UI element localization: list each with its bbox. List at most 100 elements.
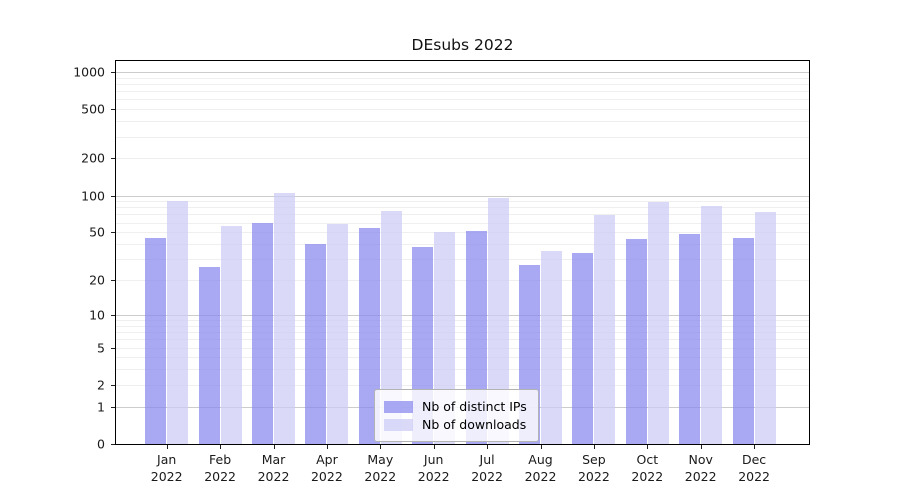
minor-gridline [116,244,809,245]
bar-distinct-ips-apr [305,244,327,444]
x-tick-mark [593,445,595,449]
y-tick-label: 5 [97,340,105,355]
y-tick-label: 500 [81,101,105,117]
minor-gridline [116,280,809,281]
x-tick-year: 2022 [364,469,397,484]
bar-downloads-sep [594,215,616,444]
bar-distinct-ips-nov [679,234,701,444]
major-gridline [116,195,809,197]
minor-gridline [116,222,809,224]
downloads-legend-swatch [384,418,413,431]
minor-gridline [116,91,809,93]
minor-gridline [116,83,809,85]
x-tick-mark [220,445,222,449]
minor-gridline [116,109,809,111]
x-tick-mark [433,445,435,449]
x-tick-year: 2022 [738,469,770,484]
x-tick-month: Jan [157,452,177,467]
x-tick-label-sep: Sep 2022 [552,451,636,485]
x-tick-year: 2022 [577,469,610,484]
minor-gridline [116,339,809,341]
bar-downloads-nov [701,206,723,444]
bar-downloads-feb [220,226,242,444]
x-tick-month: Feb [209,452,232,467]
chart-title: DEsubs 2022 [411,36,514,54]
legend: Nb of distinct IPs Nb of downloads [374,389,539,442]
minor-gridline [116,121,809,123]
minor-gridline [116,384,809,386]
x-tick-label-aug: Aug 2022 [499,451,583,485]
x-tick-year: 2022 [417,469,450,484]
minor-gridline [116,357,809,359]
y-tick-mark [111,384,115,386]
x-tick-year: 2022 [310,469,343,484]
minor-gridline [116,325,809,327]
x-tick-month: Mar [261,452,286,467]
y-tick-mark [111,232,115,234]
y-tick-mark [111,280,115,281]
bar-distinct-ips-jan [145,237,167,444]
x-tick-label-may: May 2022 [338,451,422,485]
bar-distinct-ips-dec [732,237,754,444]
bar-downloads-mar [274,193,295,444]
x-tick-label-mar: Mar 2022 [232,451,316,485]
y-tick-mark [111,314,115,316]
bar-downloads-jan [167,201,189,444]
x-tick-year: 2022 [631,469,664,484]
x-tick-label-nov: Nov 2022 [659,451,743,485]
legend-label: Nb of distinct IPs [422,399,527,414]
x-tick-mark [166,445,168,449]
bar-distinct-ips-oct [625,239,647,444]
x-tick-year: 2022 [204,469,236,484]
y-tick-label: 1 [97,399,105,415]
y-tick-label: 200 [81,150,105,166]
y-tick-mark [111,406,115,408]
legend-row: Nb of downloads [384,417,527,432]
x-tick-month: Dec [741,452,767,467]
bar-downloads-may [380,210,402,444]
minor-gridline [116,332,809,333]
legend-row: Nb of distinct IPs [384,399,527,414]
y-tick-mark [111,444,115,445]
x-tick-year: 2022 [524,469,557,484]
minor-gridline [116,369,809,371]
minor-gridline [116,320,809,321]
bar-downloads-jul [487,198,509,444]
x-tick-label-apr: Apr 2022 [285,451,369,485]
plot-area [115,60,810,445]
minor-gridline [116,136,809,138]
x-tick-mark [326,445,328,449]
x-tick-mark [540,445,542,449]
bar-distinct-ips-feb [198,266,220,444]
x-tick-month: Apr [316,452,338,467]
minor-gridline [116,259,809,261]
x-tick-label-jun: Jun 2022 [392,451,476,485]
y-tick-mark [111,347,115,349]
y-tick-label: 20 [89,272,105,288]
y-tick-mark [111,158,115,160]
x-tick-label-jul: Jul 2022 [445,451,529,485]
y-tick-mark [111,195,115,197]
x-tick-label-dec: Dec 2022 [712,451,796,485]
y-tick-label: 1000 [73,64,105,80]
distinct-ips-legend-swatch [384,400,413,413]
bar-downloads-apr [327,223,349,444]
x-tick-year: 2022 [257,469,290,484]
x-tick-month: Sep [582,452,606,467]
x-tick-year: 2022 [150,469,183,484]
x-tick-month: May [367,452,394,467]
major-gridline [116,71,809,73]
minor-gridline [116,99,809,101]
y-tick-label: 100 [81,188,105,203]
bar-distinct-ips-sep [572,252,594,444]
x-tick-month: Oct [636,452,659,467]
x-tick-month: Jul [479,452,495,467]
y-tick-mark [111,109,115,111]
minor-gridline [116,77,809,79]
bar-downloads-oct [647,202,669,444]
x-tick-mark [700,445,702,449]
x-tick-mark [754,445,756,449]
x-tick-month: Aug [528,452,553,467]
minor-gridline [116,201,809,203]
